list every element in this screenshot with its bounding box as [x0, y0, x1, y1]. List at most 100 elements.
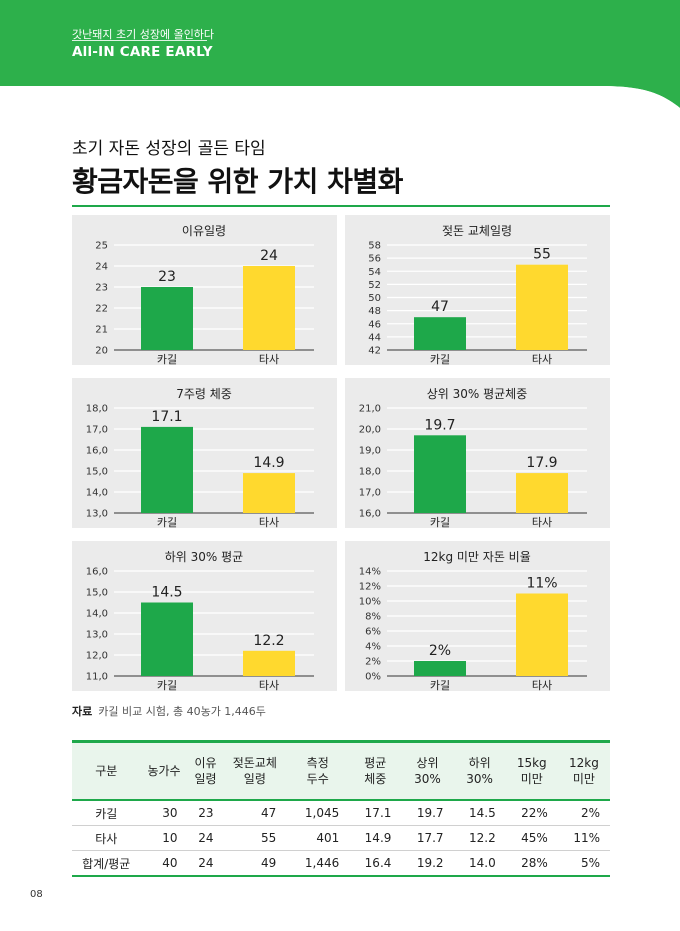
y-tick-label: 44 — [368, 332, 381, 343]
y-tick-label: 16,0 — [359, 509, 381, 520]
table-cell: 19.2 — [401, 850, 454, 877]
table-cell: 합계/평균 — [72, 850, 141, 877]
column-header-line: 일령 — [194, 772, 217, 786]
y-tick-label: 17,0 — [359, 488, 381, 499]
header-title: All-IN CARE EARLY — [72, 44, 213, 60]
column-header: 젖돈교체 일령 — [223, 742, 286, 801]
7week-weight-chart: 7주령 체중 13,0 14,0 15,0 16,0 17,0 18,0 17.1 카길 14.9… — [86, 387, 314, 528]
column-header: 15kg 미만 — [506, 742, 558, 801]
column-header-line: 체중 — [364, 772, 387, 786]
table-row: 합계/평균 40 24 49 1,446 16.4 19.2 14.0 28% 5% — [72, 850, 610, 877]
column-header-line: 12kg — [568, 756, 599, 770]
table-cell: 5% — [557, 850, 610, 877]
data-label: 17.9 — [526, 455, 557, 471]
y-tick-label: 6% — [365, 627, 381, 638]
y-tick-label: 24 — [95, 262, 108, 273]
y-tick-label: 18,0 — [359, 467, 381, 478]
table-cell: 14.0 — [453, 850, 506, 877]
y-tick-label: 22 — [95, 304, 108, 315]
column-header-line: 이유 — [194, 756, 217, 770]
y-tick-label: 23 — [95, 283, 108, 294]
x-tick-label: 타사 — [532, 353, 552, 365]
bar — [243, 473, 295, 513]
bar — [516, 593, 568, 676]
table-cell: 11% — [557, 825, 610, 851]
table-cell: 16.4 — [349, 850, 402, 877]
y-tick-label: 20,0 — [359, 425, 381, 436]
y-tick-label: 13,0 — [86, 509, 108, 520]
chart-title: 이유일령 — [182, 224, 226, 238]
y-tick-label: 52 — [368, 280, 381, 291]
column-header-line: 두수 — [306, 772, 329, 786]
column-header-line: 미만 — [520, 772, 543, 786]
y-tick-label: 0% — [365, 672, 381, 683]
header-subtitle: 갓난돼지 초기 성장에 올인하다 — [72, 28, 215, 41]
table-cell: 14.5 — [453, 800, 506, 826]
table-body: 카길 30 23 47 1,045 17.1 19.7 14.5 22% 2% 타사 10 24 55 40… — [72, 800, 610, 877]
bar — [141, 287, 193, 350]
table-cell: 22% — [505, 800, 558, 826]
x-tick-label: 타사 — [259, 353, 279, 365]
x-tick-label: 카길 — [157, 516, 177, 528]
column-header-line: 평균 — [364, 756, 387, 770]
data-label: 14.9 — [253, 455, 284, 471]
data-label: 55 — [533, 247, 551, 263]
bar — [141, 602, 193, 676]
data-label: 24 — [260, 248, 278, 264]
column-header-line: 상위 — [416, 756, 439, 770]
bar — [141, 426, 193, 513]
chart-title: 하위 30% 평균 — [165, 550, 243, 564]
column-header-line: 15kg — [516, 756, 547, 770]
table-cell: 30 — [140, 800, 188, 826]
table-cell: 14.9 — [349, 825, 402, 851]
data-label: 11% — [526, 576, 557, 592]
chart-title: 상위 30% 평균체중 — [427, 387, 528, 401]
bottom30-weight-chart: 하위 30% 평균 11,0 12,0 13,0 14,0 15,0 16,0 14.5 카길 1… — [86, 550, 314, 691]
y-tick-label: 50 — [368, 293, 381, 304]
title-divider — [72, 205, 610, 207]
page-header: 갓난돼지 초기 성장에 올인하다 All-IN CARE EARLY — [0, 0, 680, 110]
data-label: 12.2 — [253, 633, 284, 649]
x-tick-label: 타사 — [532, 516, 552, 528]
table-cell: 타사 — [72, 825, 141, 851]
chart-panel-replacement-age: 젖돈 교체일령 42 44 46 48 50 52 54 56 58 47 카길 55 타사 — [345, 215, 610, 365]
table-cell: 2% — [557, 800, 610, 826]
top30-weight-chart: 상위 30% 평균체중 16,0 17,0 18,0 19,0 20,0 21,0 19.7 카… — [359, 387, 587, 528]
y-tick-label: 15,0 — [86, 467, 108, 478]
y-tick-label: 8% — [365, 612, 381, 623]
y-tick-label: 14,0 — [86, 488, 108, 499]
table-cell: 47 — [223, 800, 287, 826]
y-tick-label: 21 — [95, 325, 108, 336]
x-tick-label: 타사 — [259, 516, 279, 528]
table-row: 타사 10 24 55 401 14.9 17.7 12.2 45% 11% — [72, 825, 610, 851]
column-header-line: 젖돈교체 — [232, 756, 277, 770]
source-note: 자료 카길 비교 시험, 총 40농가 1,446두 — [72, 703, 266, 719]
x-tick-label: 타사 — [532, 679, 552, 691]
chart-panel-bottom30-weight: 하위 30% 평균 11,0 12,0 13,0 14,0 15,0 16,0 14.5 카길 1… — [72, 541, 337, 691]
comparison-table: 구분 농가수 이유 일령 젖돈교체 일령 측정 두수 평균 체중 상위 30% 하위 30% 15kg 미만 1… — [72, 740, 610, 877]
chart-title: 젖돈 교체일령 — [442, 224, 512, 238]
header-rule — [72, 40, 207, 41]
column-header-line: 30% — [466, 772, 493, 786]
x-tick-label: 카길 — [430, 353, 450, 365]
chart-title: 12kg 미만 자돈 비율 — [423, 550, 531, 564]
table-cell: 40 — [140, 850, 188, 877]
y-tick-label: 42 — [368, 346, 381, 357]
weaning-age-chart: 이유일령 20 21 22 23 24 25 23 카길 24 타사 — [95, 224, 314, 365]
y-tick-label: 16,0 — [86, 446, 108, 457]
data-label: 19.7 — [424, 417, 455, 433]
column-header-line: 30% — [414, 772, 441, 786]
y-tick-label: 18,0 — [86, 404, 108, 415]
bar — [414, 435, 466, 513]
header-band — [0, 0, 680, 110]
bar — [414, 317, 466, 350]
table-cell: 12.2 — [453, 825, 506, 851]
column-header: 하위 30% — [454, 742, 506, 801]
y-tick-label: 15,0 — [86, 588, 108, 599]
chart-panel-7week-weight: 7주령 체중 13,0 14,0 15,0 16,0 17,0 18,0 17.1 카길 14.9… — [72, 378, 337, 528]
y-tick-label: 14% — [359, 567, 381, 578]
table-cell: 24 — [187, 825, 224, 851]
under12kg-ratio-chart: 12kg 미만 자돈 비율 0% 2% 4% 6% 8% 10% 12% 14% 2% 카길 11% 타… — [359, 550, 587, 691]
y-tick-label: 10% — [359, 597, 381, 608]
